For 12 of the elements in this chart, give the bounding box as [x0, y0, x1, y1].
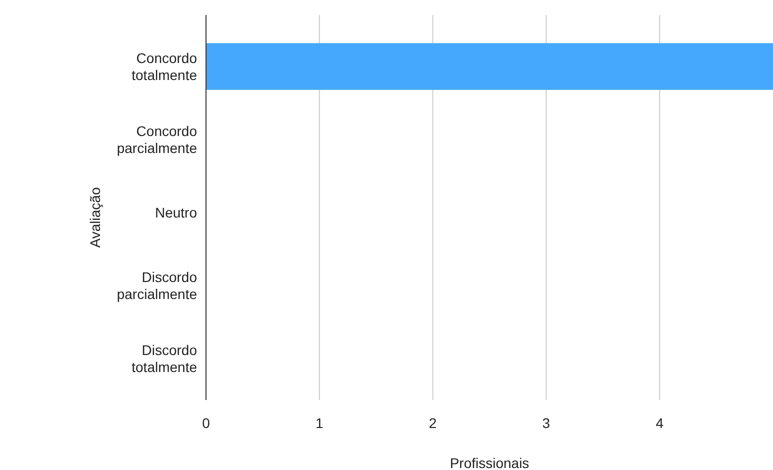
y-tick-label: Concordo totalmente	[132, 50, 198, 83]
x-tick-label: 1	[316, 415, 324, 431]
x-axis-title: Profissionais	[450, 455, 530, 470]
y-tick-label: Discordo parcialmente	[116, 269, 198, 302]
y-tick-label: Concordo parcialmente	[116, 123, 198, 156]
x-tick-label: 3	[542, 415, 550, 431]
x-tick-label: 0	[202, 415, 210, 431]
y-tick-label: Discordo totalmente	[132, 342, 198, 375]
y-axis-title: Avaliação	[87, 187, 103, 248]
x-tick-label: 2	[428, 415, 437, 431]
x-tick-label: 4	[656, 415, 664, 431]
y-tick-label: Neutro	[154, 204, 198, 220]
